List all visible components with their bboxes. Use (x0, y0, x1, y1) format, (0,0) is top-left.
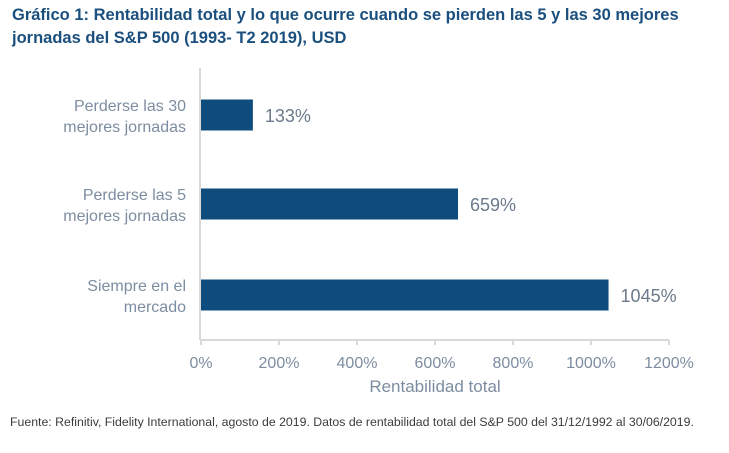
bars-layer (201, 99, 609, 311)
category-labels-layer: Perderse las 30 mejores jornadas Perderse … (63, 98, 186, 316)
x-tick-label-2: 400% (337, 355, 378, 372)
x-tick-label-1: 200% (259, 355, 300, 372)
category-label-1: Perderse las 5 mejores jornadas (63, 187, 186, 225)
data-label-0: 133% (265, 106, 311, 126)
x-tick-label-3: 600% (415, 355, 456, 372)
source-footnote: Fuente: Refinitiv, Fidelity Internationa… (10, 415, 694, 429)
data-labels-layer: 133% 659% 1045% (265, 106, 677, 306)
category-label-2: Siempre en el mercado (87, 278, 186, 316)
bar-2 (201, 279, 609, 311)
data-label-2: 1045% (621, 286, 677, 306)
x-tick-label-6: 1200% (644, 355, 694, 372)
bar-chart: 133% 659% 1045% Perderse las 30 mejores jor… (63, 68, 694, 396)
category-label-0: Perderse las 30 mejores jornadas (63, 98, 186, 136)
x-tick-label-4: 800% (493, 355, 534, 372)
x-tick-label-5: 1000% (566, 355, 616, 372)
data-label-1: 659% (470, 195, 516, 215)
x-tick-label-0: 0% (189, 355, 212, 372)
chart-title: Gráfico 1: Rentabilidad total y lo que o… (12, 6, 679, 47)
bar-0 (201, 99, 253, 131)
x-axis-title: Rentabilidad total (369, 377, 500, 396)
bar-1 (201, 188, 459, 220)
x-ticks-layer: 0% 200% 400% 600% 800% 1000% 1200% (189, 340, 694, 372)
